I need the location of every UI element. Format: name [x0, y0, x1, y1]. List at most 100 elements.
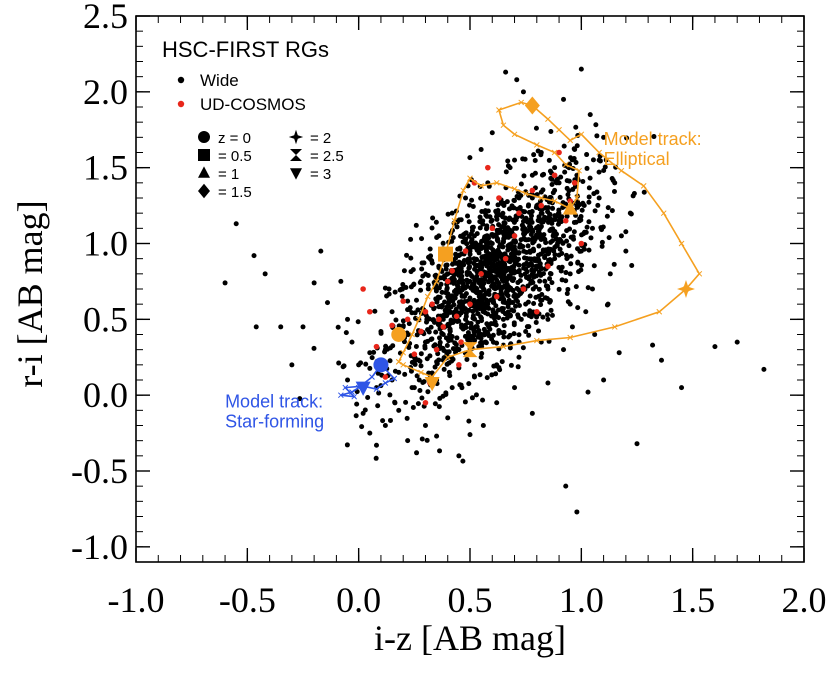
wide-point: [564, 213, 570, 219]
wide-point: [651, 134, 657, 140]
x-tick-label: 0.0: [336, 580, 381, 620]
wide-point: [456, 453, 462, 459]
wide-point: [491, 263, 497, 269]
wide-point: [437, 448, 443, 454]
wide-point: [450, 319, 456, 325]
wide-point: [480, 282, 486, 288]
wide-point: [488, 245, 494, 251]
ud-cosmos-point: [436, 316, 442, 323]
ud-cosmos-point: [367, 308, 373, 315]
wide-point: [557, 246, 563, 252]
y-tick-label: 2.0: [83, 72, 128, 112]
wide-point: [479, 209, 485, 215]
wide-point: [427, 353, 433, 359]
wide-point: [510, 264, 516, 270]
wide-point: [554, 180, 560, 186]
wide-point: [536, 234, 542, 240]
ud-cosmos-point: [382, 374, 389, 380]
wide-point: [552, 165, 558, 171]
wide-point: [440, 345, 446, 351]
wide-point: [297, 396, 303, 402]
wide-point: [372, 308, 378, 314]
wide-point: [478, 146, 484, 152]
legend-redshift-marker: [198, 149, 210, 161]
wide-point: [505, 158, 511, 164]
wide-point: [559, 264, 565, 270]
wide-point: [419, 395, 425, 401]
ud-cosmos-point: [440, 324, 447, 330]
wide-point: [467, 202, 473, 208]
track-point-marker: [400, 361, 407, 368]
wide-point: [520, 89, 526, 95]
wide-point: [442, 307, 448, 313]
ud-cosmos-point: [404, 316, 411, 323]
wide-point: [458, 260, 464, 266]
wide-point: [483, 340, 489, 346]
wide-point: [484, 248, 490, 254]
star-forming-redshift-marker: [355, 381, 371, 396]
wide-point: [504, 315, 510, 321]
x-tick-label: -1.0: [108, 580, 165, 620]
track-point-marker: [567, 334, 574, 341]
wide-point: [425, 282, 431, 288]
wide-point: [482, 291, 488, 297]
track-point-marker: [533, 337, 540, 344]
wide-point: [488, 255, 494, 261]
wide-point: [433, 329, 439, 335]
wide-point: [495, 236, 501, 242]
wide-point: [451, 302, 457, 308]
wide-point: [289, 362, 295, 368]
wide-point: [477, 219, 483, 225]
wide-point: [573, 159, 579, 165]
wide-point: [503, 289, 509, 295]
wide-point: [362, 407, 368, 413]
wide-point: [456, 303, 462, 309]
wide-point: [483, 243, 489, 249]
wide-point: [515, 280, 521, 286]
wide-point: [460, 299, 466, 305]
wide-point: [538, 152, 544, 158]
wide-point: [408, 269, 414, 275]
wide-point: [300, 324, 306, 330]
elliptical-track-annotation: Model track:: [604, 129, 702, 149]
wide-point: [527, 293, 533, 299]
elliptical-redshift-marker: [424, 377, 440, 392]
wide-point: [355, 319, 361, 325]
wide-point: [393, 317, 399, 323]
wide-point: [496, 365, 502, 371]
wide-point: [380, 418, 386, 424]
wide-point: [444, 342, 450, 348]
wide-point: [507, 267, 513, 273]
wide-point: [457, 246, 463, 252]
wide-point: [470, 224, 476, 230]
wide-point: [340, 364, 346, 370]
wide-point: [583, 309, 589, 315]
wide-point: [515, 364, 521, 370]
wide-point: [490, 332, 496, 338]
wide-point: [521, 248, 527, 254]
wide-point: [550, 205, 556, 211]
wide-point: [554, 176, 560, 182]
track-point-marker: [567, 137, 574, 144]
wide-point: [521, 173, 527, 179]
wide-point: [420, 273, 426, 279]
wide-point: [373, 442, 379, 448]
wide-point: [578, 66, 584, 72]
wide-point: [596, 195, 602, 201]
wide-point: [486, 288, 492, 294]
wide-point: [630, 193, 636, 199]
wide-point: [526, 324, 532, 330]
track-point-marker: [418, 369, 424, 376]
wide-point: [415, 307, 421, 313]
wide-point: [581, 203, 587, 209]
wide-point: [449, 385, 455, 391]
wide-point: [486, 235, 492, 241]
wide-point: [555, 240, 561, 246]
wide-point: [503, 227, 509, 233]
wide-point: [525, 243, 531, 249]
wide-point: [278, 324, 284, 330]
wide-point: [478, 354, 484, 360]
wide-point: [456, 287, 462, 293]
wide-point: [589, 286, 595, 292]
wide-point: [318, 248, 324, 254]
